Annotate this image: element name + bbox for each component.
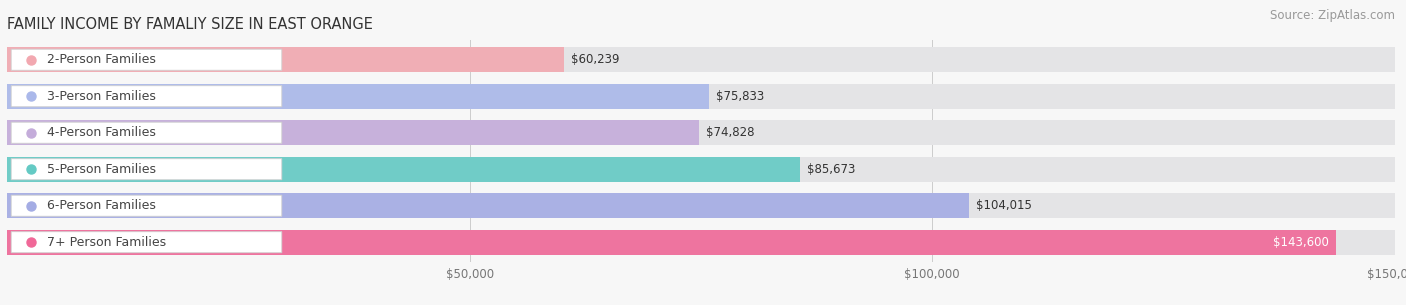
Text: $74,828: $74,828 (706, 126, 755, 139)
FancyBboxPatch shape (11, 122, 281, 143)
FancyBboxPatch shape (11, 195, 281, 216)
Bar (7, 84, 1395, 109)
Text: $143,600: $143,600 (1272, 236, 1329, 249)
Text: 3-Person Families: 3-Person Families (48, 90, 156, 103)
Text: 4-Person Families: 4-Person Families (48, 126, 156, 139)
Text: $60,239: $60,239 (571, 53, 620, 66)
Text: Source: ZipAtlas.com: Source: ZipAtlas.com (1270, 9, 1395, 22)
Bar (7, 120, 1395, 145)
Bar (7, 47, 564, 72)
Bar (7, 193, 1395, 218)
Text: 2-Person Families: 2-Person Families (48, 53, 156, 66)
FancyBboxPatch shape (11, 232, 281, 253)
FancyBboxPatch shape (11, 86, 281, 107)
Bar (7, 157, 1395, 182)
FancyBboxPatch shape (11, 49, 281, 70)
Text: $85,673: $85,673 (807, 163, 855, 176)
Bar (7, 47, 1395, 72)
Bar (7, 230, 1395, 255)
Text: FAMILY INCOME BY FAMALIY SIZE IN EAST ORANGE: FAMILY INCOME BY FAMALIY SIZE IN EAST OR… (7, 16, 373, 31)
FancyBboxPatch shape (11, 159, 281, 180)
Text: $104,015: $104,015 (976, 199, 1032, 212)
Bar (7, 120, 699, 145)
Text: 6-Person Families: 6-Person Families (48, 199, 156, 212)
Bar (7, 230, 1336, 255)
Text: 5-Person Families: 5-Person Families (48, 163, 156, 176)
Bar (7, 84, 709, 109)
Text: 7+ Person Families: 7+ Person Families (48, 236, 166, 249)
Bar (7, 157, 800, 182)
Text: $75,833: $75,833 (716, 90, 763, 103)
Bar (7, 193, 969, 218)
